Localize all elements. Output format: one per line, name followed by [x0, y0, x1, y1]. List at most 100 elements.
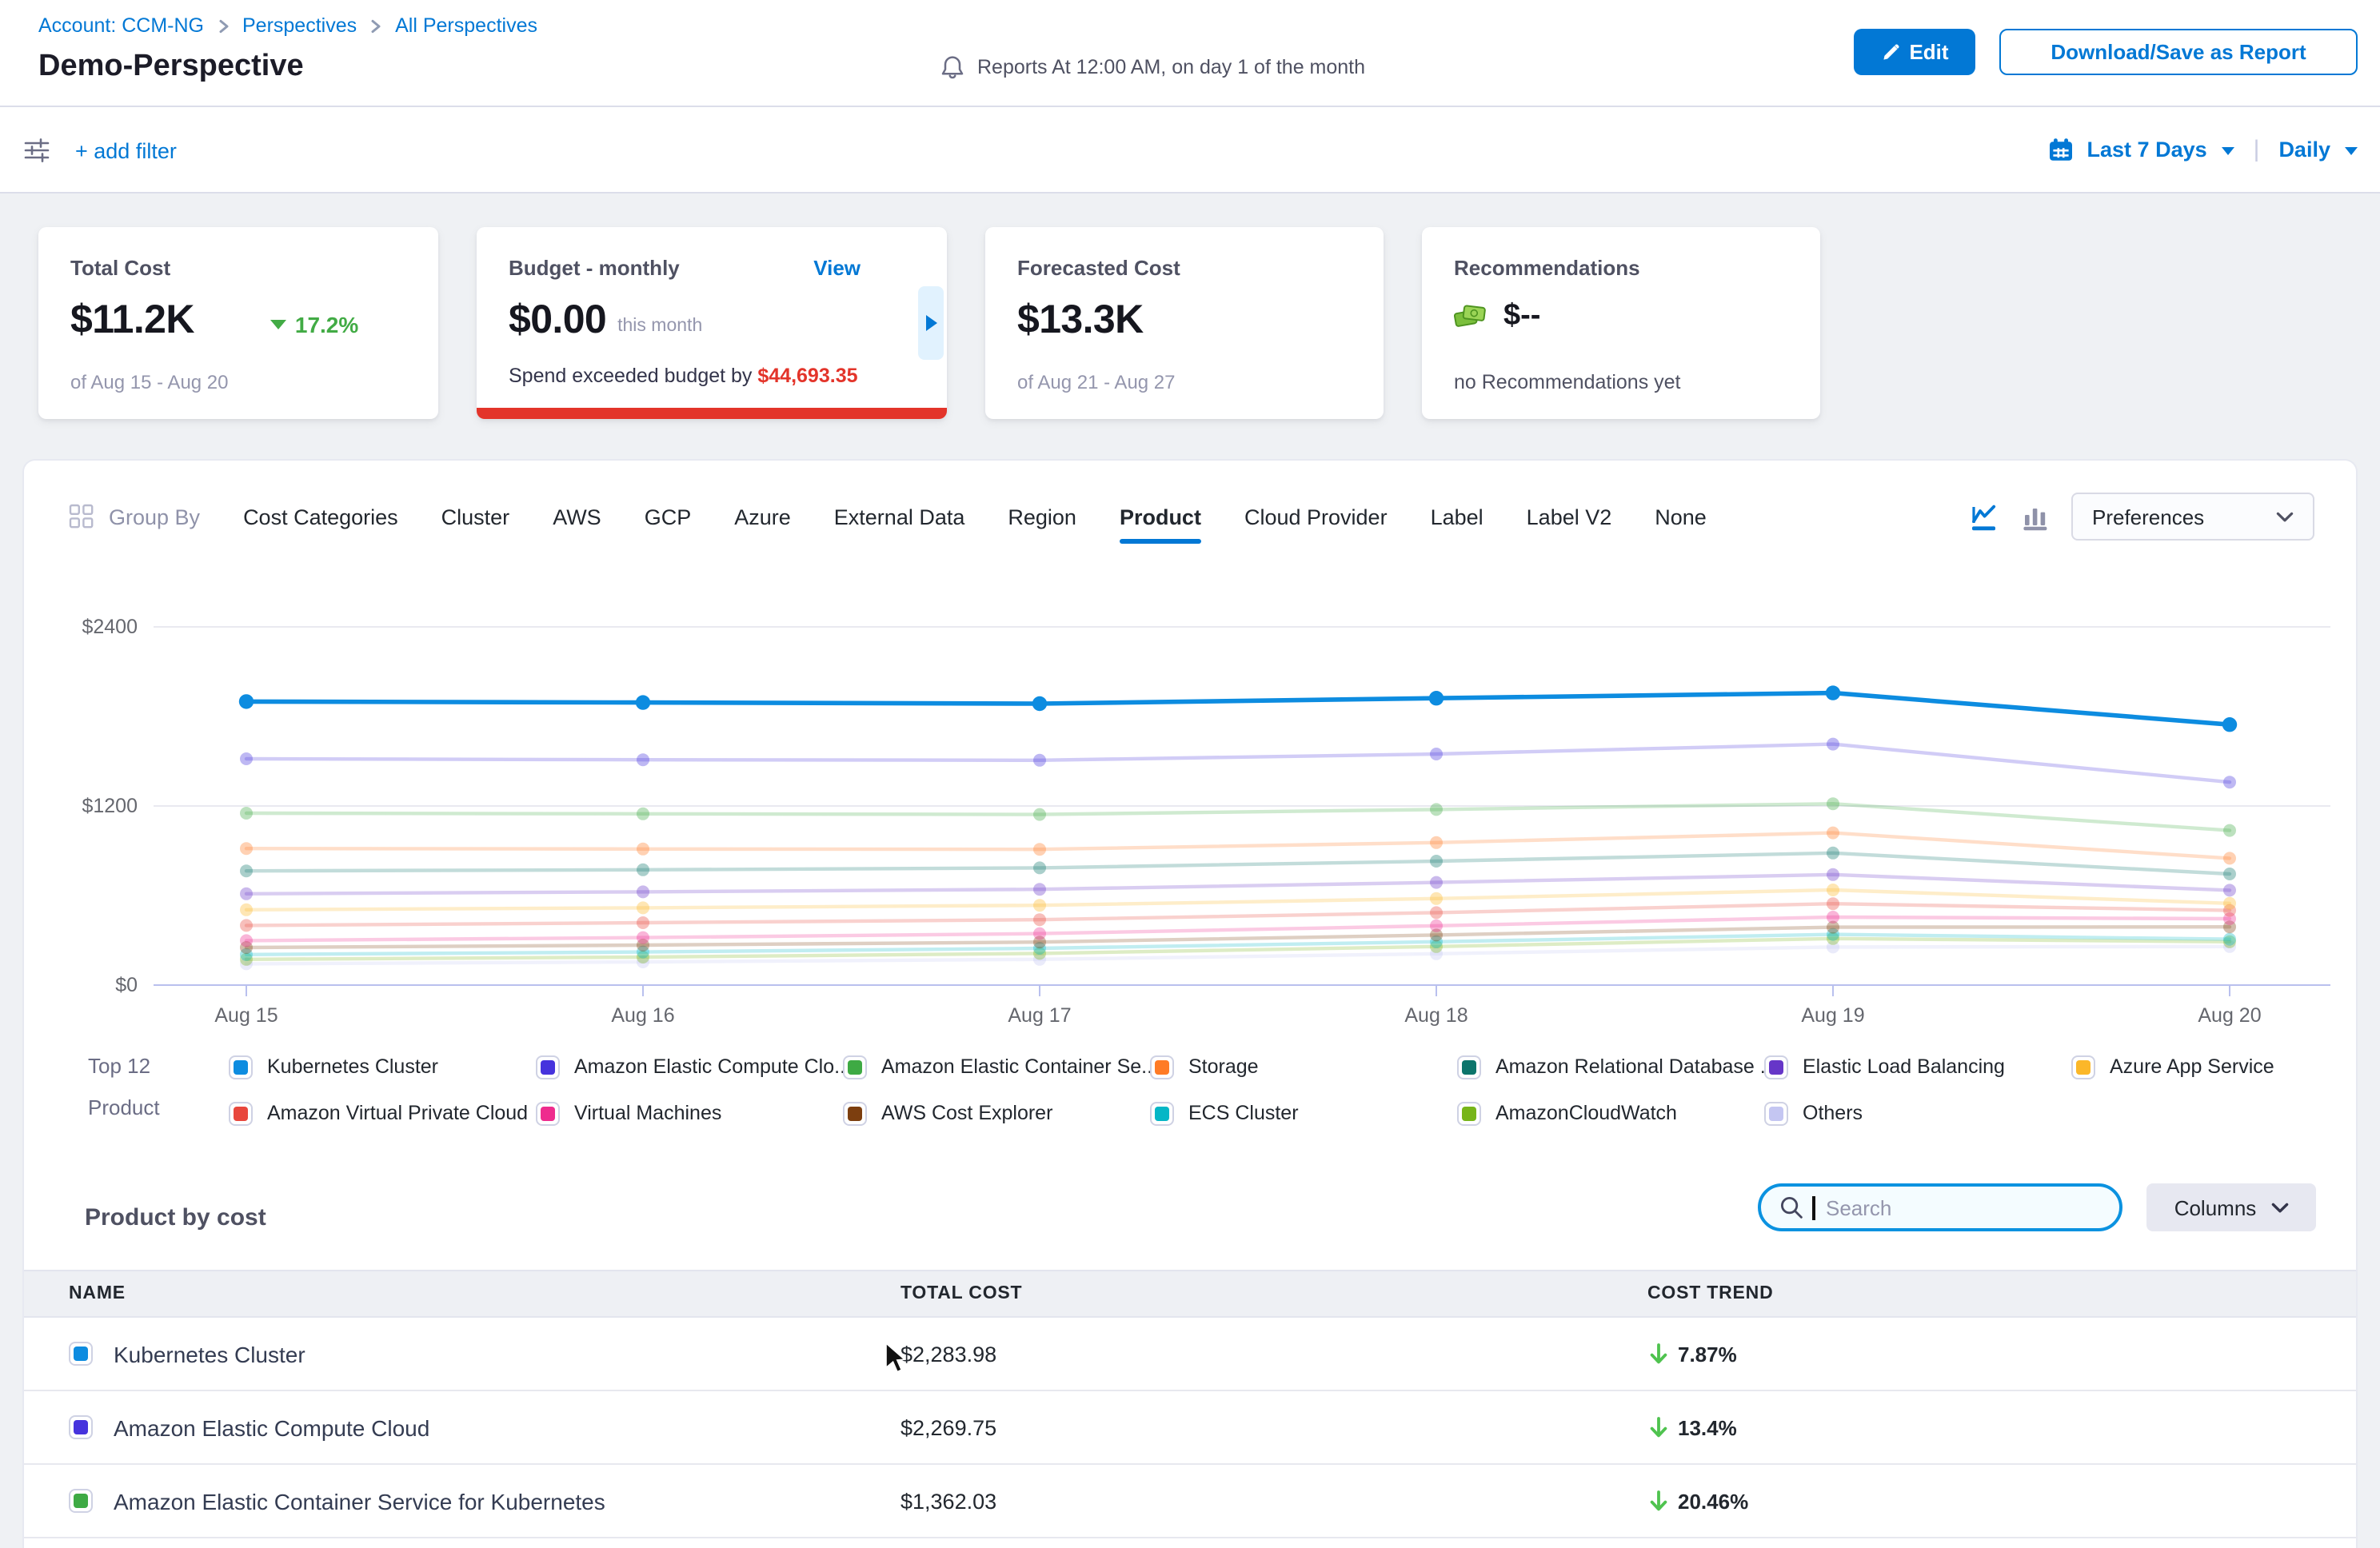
triangle-down-icon	[271, 320, 287, 329]
tab-none[interactable]: None	[1655, 492, 1707, 541]
legend-item-amazon-relational-database[interactable]: Amazon Relational Database ...	[1457, 1046, 1764, 1087]
column-header-name: NAME	[69, 1284, 126, 1303]
legend-swatch	[536, 1101, 560, 1125]
tab-gcp[interactable]: GCP	[645, 492, 692, 541]
bar-chart-toggle-icon[interactable]	[2020, 501, 2051, 532]
granularity-dropdown[interactable]: Daily	[2278, 138, 2330, 162]
budget-expand-button[interactable]	[918, 286, 944, 360]
budget-value-note: this month	[617, 317, 702, 336]
arrow-down-icon	[1649, 1343, 1668, 1365]
add-filter-button[interactable]: + add filter	[75, 139, 177, 163]
svg-text:$1200: $1200	[82, 795, 138, 817]
legend-swatch	[1150, 1055, 1174, 1079]
row-total-cost: $2,283.98	[900, 1342, 996, 1366]
chart-legend-items: Kubernetes ClusterAmazon Elastic Compute…	[229, 1046, 2378, 1134]
chevron-down-icon	[2222, 147, 2234, 155]
table-row-kubernetes-cluster[interactable]: Kubernetes Cluster$2,283.987.87%	[24, 1318, 2356, 1391]
time-controls: Last 7 Days | Daily	[2049, 136, 2358, 163]
edit-button[interactable]: Edit	[1854, 29, 1975, 75]
download-save-report-button[interactable]: Download/Save as Report	[1999, 29, 2358, 75]
columns-dropdown[interactable]: Columns	[2146, 1183, 2316, 1231]
breadcrumb: Account: CCM-NG Perspectives All Perspec…	[38, 14, 537, 37]
legend-swatch	[843, 1055, 867, 1079]
legend-item-others[interactable]: Others	[1764, 1092, 2071, 1134]
tab-label[interactable]: Label	[1431, 492, 1484, 541]
legend-item-amazon-elastic-compute-clo[interactable]: Amazon Elastic Compute Clo...	[536, 1046, 843, 1087]
breadcrumb-account[interactable]: Account: CCM-NG	[38, 14, 204, 37]
date-range-dropdown[interactable]: Last 7 Days	[2087, 138, 2207, 162]
pencil-icon	[1880, 42, 1899, 62]
group-by-tabs: Cost Categories Cluster AWS GCP Azure Externa…	[243, 492, 1707, 541]
tab-aws[interactable]: AWS	[553, 492, 601, 541]
chevron-down-icon	[2270, 1202, 2288, 1213]
card-title: Forecasted Cost	[1017, 256, 1352, 280]
tab-cluster[interactable]: Cluster	[441, 492, 510, 541]
budget-exceeded-note: Spend exceeded budget by $44,693.35	[509, 365, 858, 387]
money-icon	[1454, 302, 1491, 331]
line-chart-toggle-icon[interactable]	[1969, 501, 1999, 532]
search-input[interactable]	[1823, 1194, 2069, 1221]
legend-item-amazon-virtual-private-cloud[interactable]: Amazon Virtual Private Cloud	[229, 1092, 536, 1134]
group-by-label: Group By	[69, 504, 200, 529]
legend-swatch	[1457, 1055, 1481, 1079]
tab-azure[interactable]: Azure	[734, 492, 791, 541]
legend-swatch	[1150, 1101, 1174, 1125]
legend-item-azure-app-service[interactable]: Azure App Service	[2071, 1046, 2378, 1087]
filter-bar: + add filter Last 7 Days | Daily	[0, 106, 2380, 194]
table-search[interactable]	[1758, 1183, 2122, 1231]
legend-item-ecs-cluster[interactable]: ECS Cluster	[1150, 1092, 1457, 1134]
row-cost-trend: 13.4%	[1649, 1415, 1737, 1439]
table-header: NAME TOTAL COST COST TREND	[24, 1270, 2356, 1318]
svg-text:Aug 16: Aug 16	[611, 1004, 674, 1027]
row-total-cost: $2,269.75	[900, 1415, 996, 1439]
chevron-down-icon	[2276, 511, 2294, 522]
filter-sliders-icon[interactable]	[24, 138, 50, 163]
legend-swatch	[1764, 1055, 1788, 1079]
recommendations-value: $--	[1503, 299, 1540, 334]
recommendations-card: Recommendations $-- no Recommendations y…	[1422, 227, 1820, 419]
legend-swatch	[536, 1055, 560, 1079]
row-checkbox[interactable]	[69, 1342, 93, 1366]
row-checkbox[interactable]	[69, 1415, 93, 1439]
tab-label-v2[interactable]: Label V2	[1527, 492, 1612, 541]
svg-text:Aug 20: Aug 20	[2198, 1004, 2261, 1027]
card-title: Recommendations	[1454, 256, 1788, 280]
breadcrumb-perspectives[interactable]: Perspectives	[242, 14, 357, 37]
divider: |	[2254, 136, 2260, 163]
bell-icon	[940, 54, 964, 80]
recommendations-note: no Recommendations yet	[1454, 371, 1681, 393]
table-body: Kubernetes Cluster$2,283.987.87%Amazon E…	[24, 1318, 2356, 1538]
svg-text:$0: $0	[115, 974, 138, 996]
chevron-right-icon	[217, 18, 230, 33]
tab-cost-categories[interactable]: Cost Categories	[243, 492, 398, 541]
tab-region[interactable]: Region	[1008, 492, 1076, 541]
cost-summary-cards: Total Cost $11.2K 17.2% of Aug 15 - Aug …	[38, 227, 1820, 419]
row-cost-trend: 7.87%	[1649, 1342, 1737, 1366]
group-by-row: Group By Cost Categories Cluster AWS GCP Azu…	[69, 486, 2314, 547]
tab-product[interactable]: Product	[1120, 492, 1201, 541]
perspective-main-panel: Group By Cost Categories Cluster AWS GCP Azu…	[22, 459, 2358, 1548]
table-row-amazon-elastic-container-service-for-kubernetes[interactable]: Amazon Elastic Container Service for Kub…	[24, 1465, 2356, 1538]
page-title: Demo-Perspective	[38, 50, 304, 85]
budget-exceeded-amount: $44,693.35	[757, 365, 857, 387]
row-name: Amazon Elastic Container Service for Kub…	[69, 1488, 605, 1514]
table-row-amazon-elastic-compute-cloud[interactable]: Amazon Elastic Compute Cloud$2,269.7513.…	[24, 1391, 2356, 1465]
legend-item-amazoncloudwatch[interactable]: AmazonCloudWatch	[1457, 1092, 1764, 1134]
budget-view-link[interactable]: View	[813, 256, 861, 280]
header-actions: Edit Download/Save as Report	[1854, 29, 2358, 75]
legend-item-virtual-machines[interactable]: Virtual Machines	[536, 1092, 843, 1134]
legend-item-storage[interactable]: Storage	[1150, 1046, 1457, 1087]
tab-cloud-provider[interactable]: Cloud Provider	[1244, 492, 1388, 541]
tab-external-data[interactable]: External Data	[834, 492, 965, 541]
preferences-dropdown[interactable]: Preferences	[2071, 493, 2314, 541]
legend-item-amazon-elastic-container-se[interactable]: Amazon Elastic Container Se...	[843, 1046, 1150, 1087]
legend-item-kubernetes-cluster[interactable]: Kubernetes Cluster	[229, 1046, 536, 1087]
svg-text:$2400: $2400	[82, 616, 138, 638]
chevron-right-icon	[369, 18, 382, 33]
legend-swatch	[2071, 1055, 2095, 1079]
chart-legend: Top 12 Product Kubernetes ClusterAmazon …	[88, 1046, 2378, 1134]
breadcrumb-all-perspectives[interactable]: All Perspectives	[395, 14, 537, 37]
legend-item-aws-cost-explorer[interactable]: AWS Cost Explorer	[843, 1092, 1150, 1134]
row-checkbox[interactable]	[69, 1489, 93, 1513]
legend-item-elastic-load-balancing[interactable]: Elastic Load Balancing	[1764, 1046, 2071, 1087]
